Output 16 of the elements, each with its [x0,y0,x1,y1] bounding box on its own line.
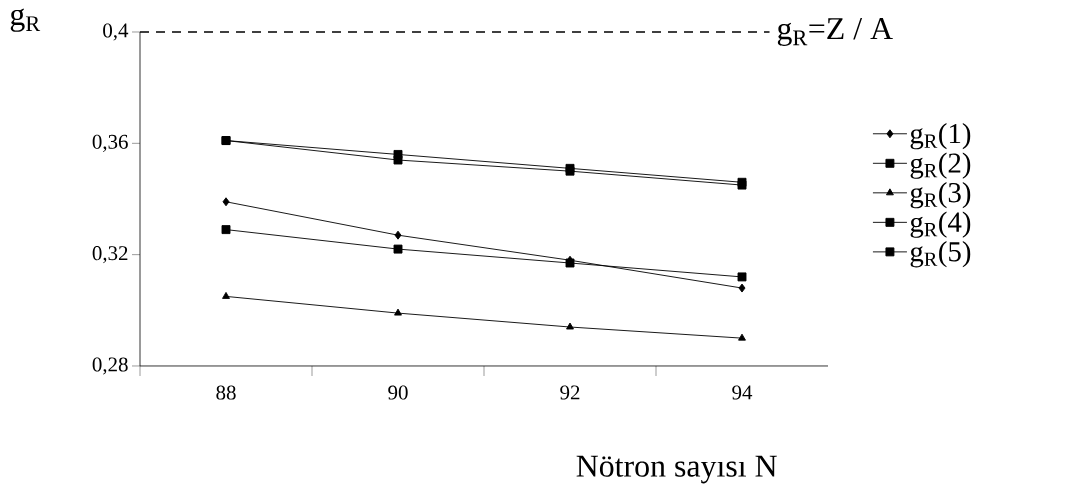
y-tick-label: 0,36 [92,134,128,152]
y-tick-label: 0,28 [92,357,128,375]
legend-label: g$_{R}$(2) [910,152,971,179]
x-tick-label: 92 [560,385,580,400]
x-tick-label: 90 [388,385,408,400]
y-tick-label: 0,4 [103,23,129,41]
legend-label: g$_{R}$(3) [910,182,971,209]
y-axis-title: g$_{R}$ [10,8,41,32]
ref-line-label: g$_{R}$=Z / A [777,18,893,46]
x-tick-label: 88 [216,385,236,400]
x-tick-label: 94 [732,385,753,400]
y-tick-label: 0,32 [92,246,128,264]
legend-label: g$_{R}$(5) [910,241,971,268]
legend-label: g$_{R}$(4) [910,211,971,238]
legend-label: g$_{R}$(1) [910,123,971,150]
x-axis-title: Nötron sayısı N [576,455,777,484]
